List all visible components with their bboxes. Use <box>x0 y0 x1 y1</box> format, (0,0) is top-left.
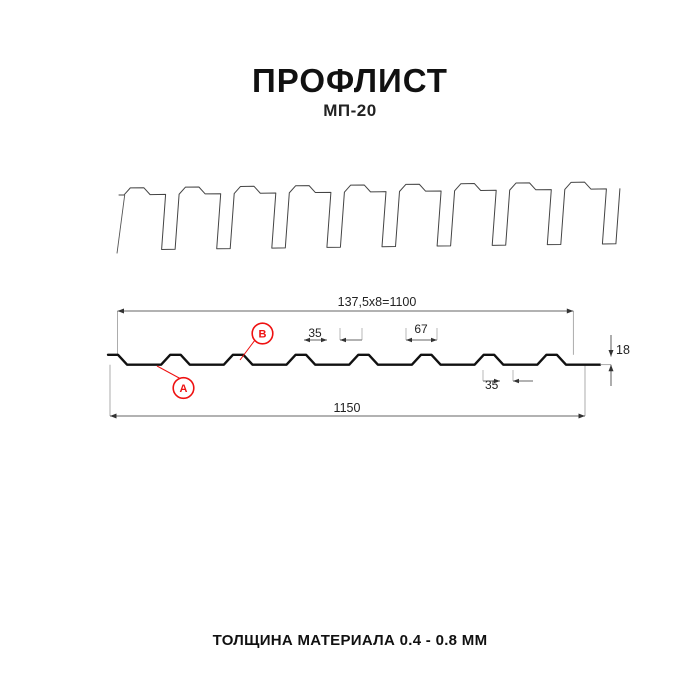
svg-text:B: B <box>259 329 267 341</box>
svg-text:35: 35 <box>308 326 322 340</box>
svg-text:1150: 1150 <box>334 401 361 415</box>
svg-text:67: 67 <box>414 322 428 336</box>
svg-text:18: 18 <box>616 343 630 357</box>
svg-text:A: A <box>180 383 188 395</box>
svg-text:137,5x8=1100: 137,5x8=1100 <box>338 295 417 309</box>
